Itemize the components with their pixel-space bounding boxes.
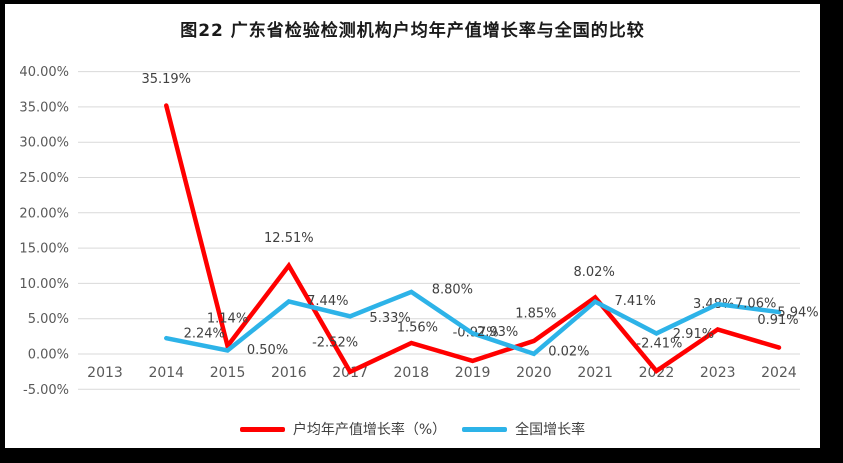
x-axis-labels: 2013 2014 2015 2016 2017 2018 2019 2020 2021 2022…	[87, 365, 797, 381]
y-tick-label: 15.00%	[19, 242, 69, 257]
legend-line-swatch-red	[239, 426, 285, 432]
x-tick-label: 2018	[394, 365, 430, 381]
legend-label-guangdong: 户均年产值增长率（%）	[292, 422, 447, 438]
chart-title: 图22 广东省检验检测机构户均年产值增长率与全国的比较	[180, 21, 645, 41]
x-tick-label: 2013	[87, 365, 123, 381]
data-label: 0.91%	[757, 313, 798, 328]
y-tick-label: 40.00%	[19, 65, 69, 80]
legend-item-national: 全国增长率	[462, 419, 585, 439]
x-tick-label: 2021	[577, 365, 613, 381]
y-tick-label: 30.00%	[19, 136, 69, 151]
y-tick-label: 35.00%	[19, 100, 69, 115]
y-tick-label: 20.00%	[19, 206, 69, 221]
data-label: 5.94%	[777, 306, 818, 321]
series-line-0	[164, 103, 782, 375]
data-label: 2.91%	[673, 327, 714, 342]
y-tick-label: -5.00%	[23, 383, 69, 398]
chart-plot-area: 40.00% 35.00% 30.00% 25.00% 20.00% 15.00% 10.0…	[19, 65, 819, 398]
legend-item-guangdong: 户均年产值增长率（%）	[239, 419, 447, 439]
data-label: 7.44%	[307, 294, 348, 309]
x-tick-label: 2020	[516, 365, 552, 381]
y-tick-label: 0.00%	[28, 348, 69, 363]
y-tick-label: 5.00%	[28, 312, 69, 327]
y-axis-labels: 40.00% 35.00% 30.00% 25.00% 20.00% 15.00% 10.0…	[19, 65, 69, 398]
gridlines	[78, 71, 800, 390]
chart-area: 图22 广东省检验检测机构户均年产值增长率与全国的比较 40.00% 35.00%…	[5, 4, 820, 448]
x-tick-label: 2016	[271, 365, 307, 381]
data-label: -2.41%	[636, 337, 682, 352]
y-tick-label: 25.00%	[19, 171, 69, 186]
data-label: -2.52%	[312, 335, 358, 350]
data-label: 7.06%	[735, 297, 776, 312]
data-label: 1.85%	[515, 306, 556, 321]
data-labels-0: 35.19%1.14%12.51%-2.52%1.56% -0.97%1.85%8…	[141, 72, 798, 351]
x-tick-label: 2015	[210, 365, 246, 381]
data-label: 0.02%	[548, 344, 589, 359]
legend: 户均年产值增长率（%） 全国增长率	[5, 419, 820, 439]
data-labels-1: 2.24% 0.50% 7.44% 5.33% 8.80% 2.93% 0.02% 7.41%…	[184, 282, 819, 359]
x-tick-label: 2019	[455, 365, 491, 381]
data-label: 8.02%	[574, 265, 615, 280]
data-label: 5.33%	[369, 311, 410, 326]
x-tick-label: 2024	[761, 365, 797, 381]
x-tick-label: 2014	[148, 365, 184, 381]
data-label: 2.24%	[184, 327, 225, 342]
series-line-1	[164, 289, 782, 357]
legend-line-swatch-blue	[462, 426, 508, 432]
data-label: 0.50%	[247, 343, 288, 358]
data-label: 12.51%	[264, 231, 314, 246]
data-label: 8.80%	[432, 282, 473, 297]
data-label: 1.14%	[207, 311, 248, 326]
legend-label-national: 全国增长率	[515, 422, 586, 438]
data-label: 7.41%	[615, 294, 656, 309]
data-label: 1.56%	[397, 320, 438, 335]
data-label: 2.93%	[477, 325, 518, 340]
data-label: 35.19%	[141, 72, 191, 87]
y-tick-label: 10.00%	[19, 277, 69, 292]
x-tick-label: 2023	[700, 365, 736, 381]
